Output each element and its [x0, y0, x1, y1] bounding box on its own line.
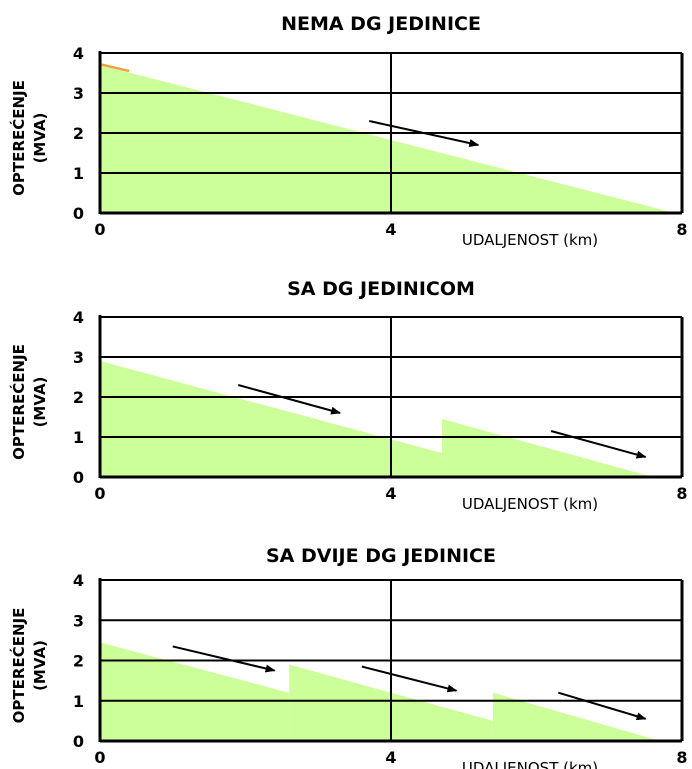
x-axis-label: UDALJENOST (km)	[462, 759, 598, 769]
flow-arrow	[558, 691, 647, 721]
load-area-segment-3	[492, 692, 661, 741]
load-area-segment-2	[441, 419, 653, 477]
y-tick-label: 2	[73, 388, 84, 407]
x-tick-label: 8	[676, 220, 687, 239]
chart-panel-1: NEMA DG JEDINICE 0 1 2 3 4 0 4 8 UDALJENOST (km) O…	[9, 13, 688, 249]
flow-arrow	[361, 665, 458, 693]
y-tick-label: 1	[73, 164, 84, 183]
y-tick-label: 2	[73, 652, 84, 671]
x-tick-label: 0	[94, 220, 105, 239]
y-axis-unit: (MVA)	[31, 640, 49, 691]
y-axis-unit: (MVA)	[31, 377, 49, 428]
y-tick-label: 0	[73, 204, 84, 223]
load-area-segment-1	[100, 361, 442, 477]
load-area-segment-1	[100, 65, 675, 213]
y-tick-label: 3	[73, 611, 84, 630]
y-axis-label: OPTEREĆENJE	[9, 344, 28, 460]
x-tick-label: 4	[385, 748, 396, 767]
load-area-segment-1	[100, 642, 290, 741]
chart-title: SA DG JEDINICOM	[287, 278, 475, 300]
y-axis-unit: (MVA)	[31, 113, 49, 164]
x-tick-label: 0	[94, 484, 105, 503]
y-tick-label: 4	[73, 571, 84, 590]
y-tick-label: 0	[73, 468, 84, 487]
y-tick-label: 0	[73, 732, 84, 751]
x-tick-label: 4	[385, 484, 396, 503]
chart-panel-3: SA DVIJE DG JEDINICE 0 1 2 3 4 0 4 8 UDALJENOST (…	[9, 545, 688, 769]
x-axis-label: UDALJENOST (km)	[462, 495, 598, 513]
flow-arrow	[172, 645, 276, 673]
y-tick-label: 3	[73, 348, 84, 367]
chart-panel-2: SA DG JEDINICOM 0 1 2 3 4 0 4 8 UDALJENOST (km) OP…	[9, 278, 688, 513]
y-tick-label: 1	[73, 692, 84, 711]
x-tick-label: 4	[385, 220, 396, 239]
x-axis-label: UDALJENOST (km)	[462, 231, 598, 249]
chart-title: NEMA DG JEDINICE	[281, 13, 481, 35]
load-start-marker	[99, 62, 130, 73]
x-tick-label: 8	[676, 748, 687, 767]
flow-arrow	[368, 120, 480, 147]
y-tick-label: 2	[73, 124, 84, 143]
x-tick-label: 0	[94, 748, 105, 767]
y-axis-label: OPTEREĆENJE	[9, 608, 28, 724]
flow-arrow	[550, 430, 647, 459]
y-tick-label: 4	[73, 44, 84, 63]
y-tick-label: 3	[73, 84, 84, 103]
y-tick-label: 4	[73, 308, 84, 327]
y-tick-label: 1	[73, 428, 84, 447]
x-tick-label: 8	[676, 484, 687, 503]
chart-title: SA DVIJE DG JEDINICE	[266, 545, 496, 567]
flow-arrow	[237, 384, 342, 415]
y-axis-label: OPTEREĆENJE	[9, 80, 28, 196]
